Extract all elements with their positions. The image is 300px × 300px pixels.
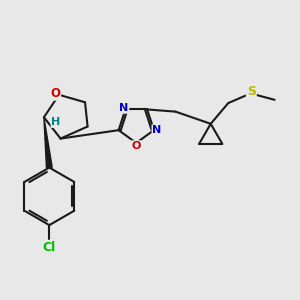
Text: N: N	[119, 103, 128, 113]
Text: H: H	[51, 117, 61, 127]
Polygon shape	[44, 117, 52, 168]
Text: N: N	[152, 125, 162, 135]
Text: O: O	[50, 87, 60, 100]
Text: Cl: Cl	[43, 241, 56, 254]
Text: S: S	[247, 85, 256, 98]
Text: O: O	[132, 141, 141, 151]
